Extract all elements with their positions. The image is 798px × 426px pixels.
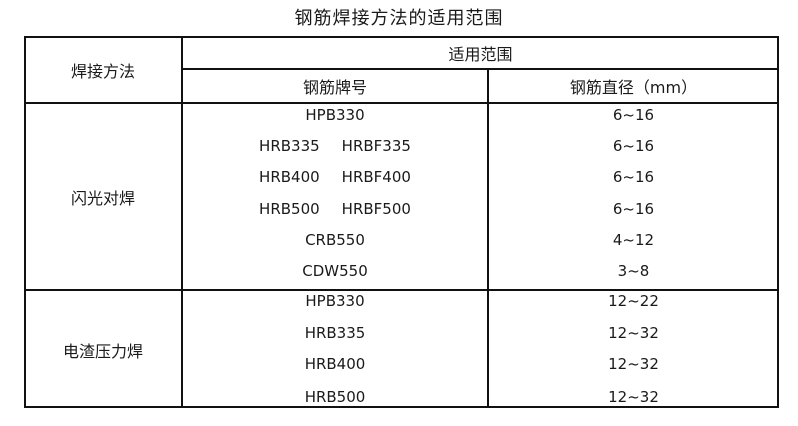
diameter-cell: 4~12: [612, 231, 655, 249]
grade-cell: HRB500: [182, 382, 488, 412]
grade-cell: CRB550: [182, 225, 488, 255]
header-scope: 适用范围: [448, 44, 513, 64]
steel-grade: HRB500: [259, 200, 320, 218]
grade-cell: HRB400 HRBF400: [182, 162, 488, 192]
steel-grade: HPB330: [305, 106, 365, 124]
steel-grade: HRB400: [304, 355, 366, 373]
steel-grade: HRB335: [304, 324, 366, 342]
steel-grade: HRB335: [259, 137, 320, 155]
grade-cell: HRB335 HRBF335: [182, 131, 488, 161]
steel-grade: HRBF335: [341, 137, 411, 155]
diameter-cell: 6~16: [612, 106, 655, 124]
diameter-cell: 3~8: [617, 262, 650, 280]
grade-cell: HPB330: [182, 100, 488, 130]
table-frame: [24, 36, 779, 408]
steel-grade: HRB400: [259, 168, 320, 186]
header-method: 焊接方法: [70, 61, 135, 81]
diameter-cell: 12~32: [608, 388, 659, 406]
divider: [181, 36, 183, 408]
divider: [487, 69, 489, 408]
header-diameter: 钢筋直径（mm）: [569, 78, 698, 97]
method-cell: 电渣压力焊: [62, 341, 143, 361]
grade-cell: HRB500 HRBF500: [182, 194, 488, 224]
steel-grade: HRBF400: [341, 168, 411, 186]
steel-grade: CRB550: [305, 231, 365, 249]
diameter-cell: 12~32: [608, 355, 659, 373]
steel-grade: HRBF500: [341, 200, 411, 218]
diameter-cell: 6~16: [612, 168, 655, 186]
divider: [24, 289, 779, 291]
grade-cell: CDW550: [182, 256, 488, 286]
diameter-cell: 12~22: [608, 292, 659, 310]
method-cell: 闪光对焊: [70, 189, 135, 208]
divider: [181, 68, 779, 70]
grade-cell: HRB400: [182, 349, 488, 379]
diameter-cell: 6~16: [612, 200, 655, 218]
steel-grade: HPB330: [305, 292, 365, 310]
grade-cell: HPB330: [182, 286, 488, 316]
diameter-cell: 12~32: [608, 324, 659, 342]
header-grade: 钢筋牌号: [302, 78, 367, 97]
steel-grade: HRB500: [304, 388, 366, 406]
table-title: 钢筋焊接方法的适用范围: [294, 8, 504, 29]
steel-grade: CDW550: [302, 262, 368, 280]
grade-cell: HRB335: [182, 318, 488, 348]
divider: [24, 102, 779, 104]
diameter-cell: 6~16: [612, 137, 655, 155]
